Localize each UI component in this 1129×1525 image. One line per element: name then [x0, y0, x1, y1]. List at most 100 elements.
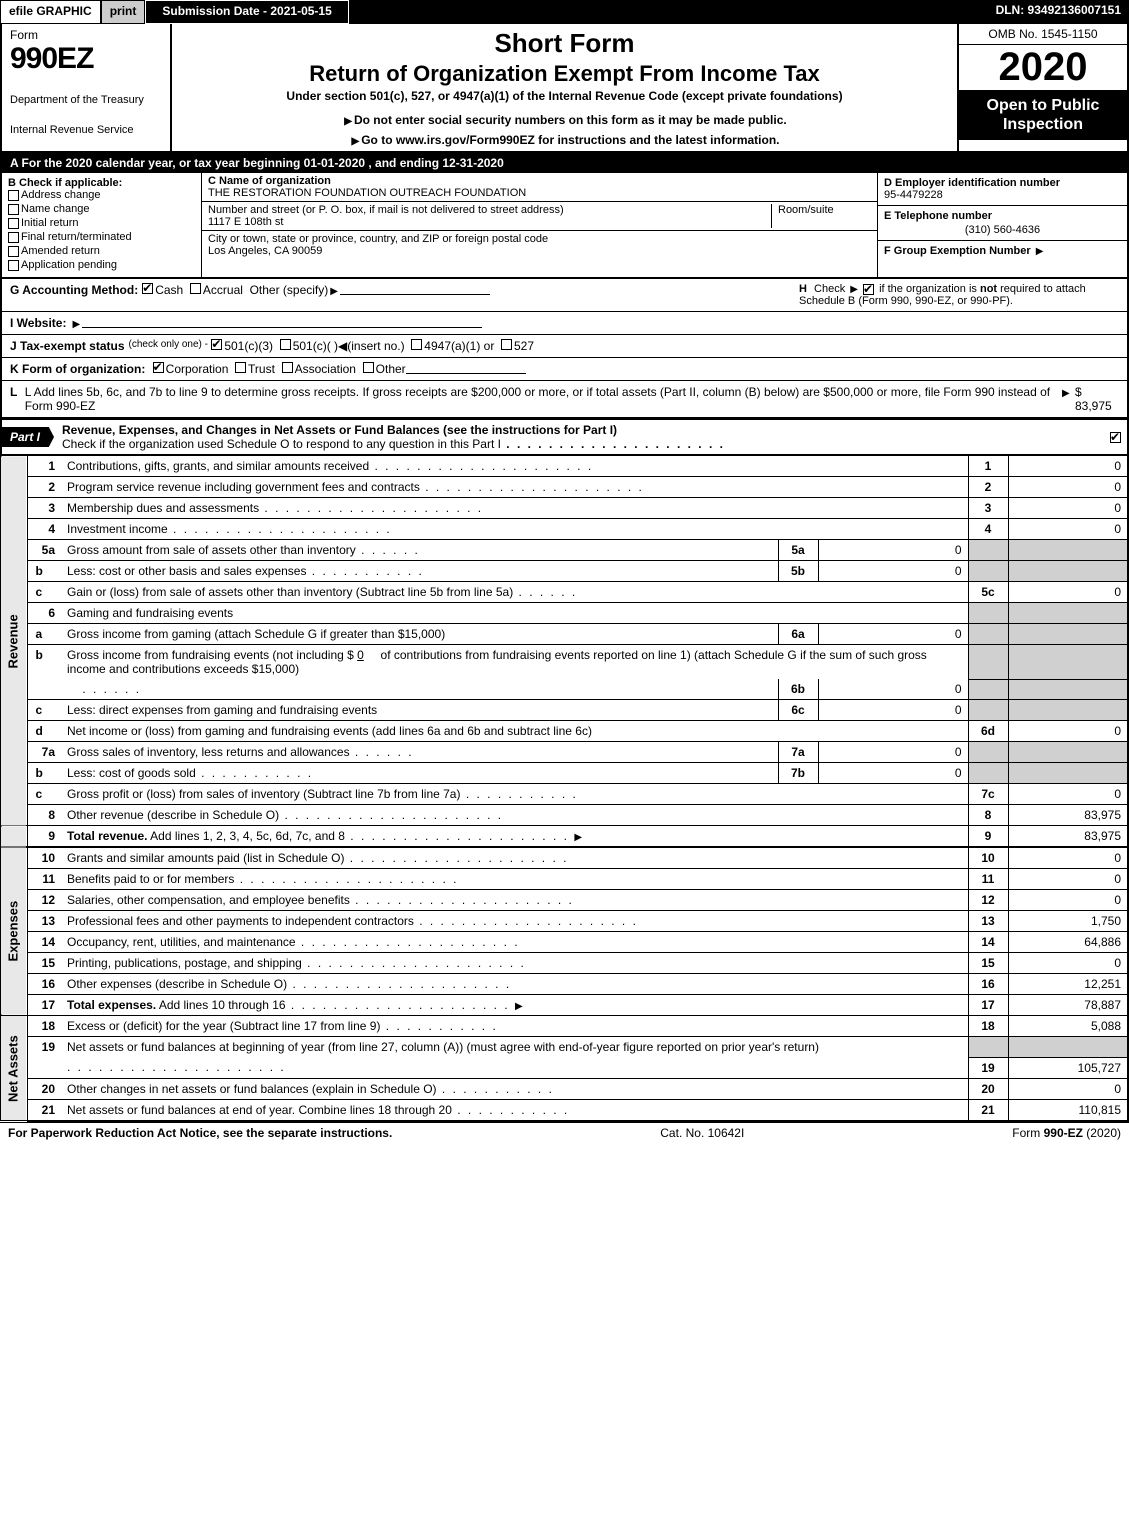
chk-other-org[interactable]	[363, 362, 374, 373]
shade	[968, 540, 1008, 561]
chk-address-change[interactable]: Address change	[8, 189, 195, 201]
line-17-val: 78,887	[1008, 995, 1128, 1016]
org-address: 1117 E 108th st	[208, 216, 771, 228]
line-8-val: 83,975	[1008, 805, 1128, 826]
line-18-val: 5,088	[1008, 1016, 1128, 1037]
info-grid: B Check if applicable: Address change Na…	[0, 173, 1129, 279]
chk-trust[interactable]	[235, 362, 246, 373]
shade	[1008, 540, 1128, 561]
part-1-table: Revenue 1 Contributions, gifts, grants, …	[0, 456, 1129, 1122]
line-7c-ref: 7c	[968, 784, 1008, 805]
line-11-ref: 11	[968, 869, 1008, 890]
ein-value: 95-4479228	[884, 189, 1121, 201]
line-5b-desc: Less: cost or other basis and sales expe…	[67, 564, 306, 578]
print-button[interactable]: print	[101, 0, 146, 24]
line-6-desc: Gaming and fundraising events	[67, 606, 233, 620]
row-g-label: G Accounting Method:	[10, 283, 138, 297]
chk-accrual[interactable]	[190, 283, 201, 294]
chk-4947[interactable]	[411, 339, 422, 350]
header-mid: Short Form Return of Organization Exempt…	[172, 24, 957, 151]
form-word: Form	[10, 28, 162, 42]
line-7c-val: 0	[1008, 784, 1128, 805]
chk-initial-return-label: Initial return	[21, 217, 78, 229]
line-6b-num: b	[27, 645, 63, 700]
line-18-ref: 18	[968, 1016, 1008, 1037]
line-5b-num: b	[27, 561, 63, 582]
row-l: L L Add lines 5b, 6c, and 7b to line 9 t…	[0, 381, 1129, 419]
chk-trust-label: Trust	[248, 362, 275, 376]
line-6b-mid-val: 0	[818, 679, 968, 700]
chk-corporation[interactable]	[153, 362, 164, 373]
line-6-num: 6	[27, 603, 63, 624]
shade	[968, 679, 1008, 700]
form-header: Form 990EZ Department of the Treasury In…	[0, 24, 1129, 153]
row-l-amount: $ 83,975	[1075, 385, 1119, 413]
line-6b-fill: 0	[357, 648, 364, 662]
line-5b-mid-ref: 5b	[778, 561, 818, 582]
line-20-desc: Other changes in net assets or fund bala…	[67, 1082, 437, 1096]
org-address-label: Number and street (or P. O. box, if mail…	[208, 204, 771, 216]
chk-initial-return[interactable]: Initial return	[8, 217, 195, 229]
line-8-ref: 8	[968, 805, 1008, 826]
line-10-ref: 10	[968, 847, 1008, 869]
line-4-desc: Investment income	[67, 522, 168, 536]
line-14-desc: Occupancy, rent, utilities, and maintena…	[67, 935, 296, 949]
shade	[968, 742, 1008, 763]
line-16-val: 12,251	[1008, 974, 1128, 995]
submission-date: Submission Date - 2021-05-15	[145, 0, 348, 24]
line-10-val: 0	[1008, 847, 1128, 869]
chk-name-change-label: Name change	[21, 203, 90, 215]
line-5c-val: 0	[1008, 582, 1128, 603]
group-exemption-row: F Group Exemption Number	[878, 241, 1127, 277]
line-3-ref: 3	[968, 498, 1008, 519]
line-4-ref: 4	[968, 519, 1008, 540]
chk-501c[interactable]	[280, 339, 291, 350]
chk-schedule-b[interactable]	[863, 284, 874, 295]
line-9-val: 83,975	[1008, 826, 1128, 848]
row-g: G Accounting Method: Cash Accrual Other …	[0, 279, 1129, 312]
chk-application-pending[interactable]: Application pending	[8, 259, 195, 271]
footer-right-pre: Form	[1012, 1126, 1043, 1140]
tax-period: A For the 2020 calendar year, or tax yea…	[0, 153, 1129, 173]
insert-no: (insert no.)	[347, 339, 404, 353]
short-form-title: Short Form	[180, 28, 949, 59]
shade	[968, 1037, 1008, 1058]
chk-cash[interactable]	[142, 283, 153, 294]
line-6d-ref: 6d	[968, 721, 1008, 742]
chk-address-change-label: Address change	[21, 189, 101, 201]
return-title: Return of Organization Exempt From Incom…	[180, 61, 949, 87]
tel-row: E Telephone number (310) 560-4636	[878, 206, 1127, 241]
ssn-warning: Do not enter social security numbers on …	[180, 113, 949, 127]
page-footer: For Paperwork Reduction Act Notice, see …	[0, 1122, 1129, 1143]
chk-amended-return[interactable]: Amended return	[8, 245, 195, 257]
shade	[1008, 700, 1128, 721]
line-19-val: 105,727	[1008, 1057, 1128, 1078]
line-15-desc: Printing, publications, postage, and shi…	[67, 956, 302, 970]
under-section: Under section 501(c), 527, or 4947(a)(1)…	[180, 89, 949, 103]
line-3-desc: Membership dues and assessments	[67, 501, 259, 515]
chk-final-return[interactable]: Final return/terminated	[8, 231, 195, 243]
line-7b-desc: Less: cost of goods sold	[67, 766, 196, 780]
chk-association[interactable]	[282, 362, 293, 373]
line-1-ref: 1	[968, 456, 1008, 477]
line-9-ref: 9	[968, 826, 1008, 848]
chk-schedule-o[interactable]	[1110, 432, 1121, 443]
line-12-val: 0	[1008, 890, 1128, 911]
row-j: J Tax-exempt status (check only one) - 5…	[0, 335, 1129, 358]
website-blank	[82, 316, 482, 328]
chk-501c3[interactable]	[211, 339, 222, 350]
chk-527[interactable]	[501, 339, 512, 350]
chk-cash-label: Cash	[155, 283, 183, 297]
line-7a-mid-ref: 7a	[778, 742, 818, 763]
org-address-row: Number and street (or P. O. box, if mail…	[202, 202, 877, 231]
line-14-val: 64,886	[1008, 932, 1128, 953]
line-7b-num: b	[27, 763, 63, 784]
line-16-ref: 16	[968, 974, 1008, 995]
dept-treasury: Department of the Treasury	[10, 94, 162, 106]
line-1-desc: Contributions, gifts, grants, and simila…	[67, 459, 369, 473]
tax-year: 2020	[959, 45, 1127, 90]
row-j-sub: (check only one) -	[129, 339, 208, 350]
chk-name-change[interactable]: Name change	[8, 203, 195, 215]
line-13-num: 13	[27, 911, 63, 932]
irs-link[interactable]: www.irs.gov/Form990EZ	[396, 133, 535, 147]
